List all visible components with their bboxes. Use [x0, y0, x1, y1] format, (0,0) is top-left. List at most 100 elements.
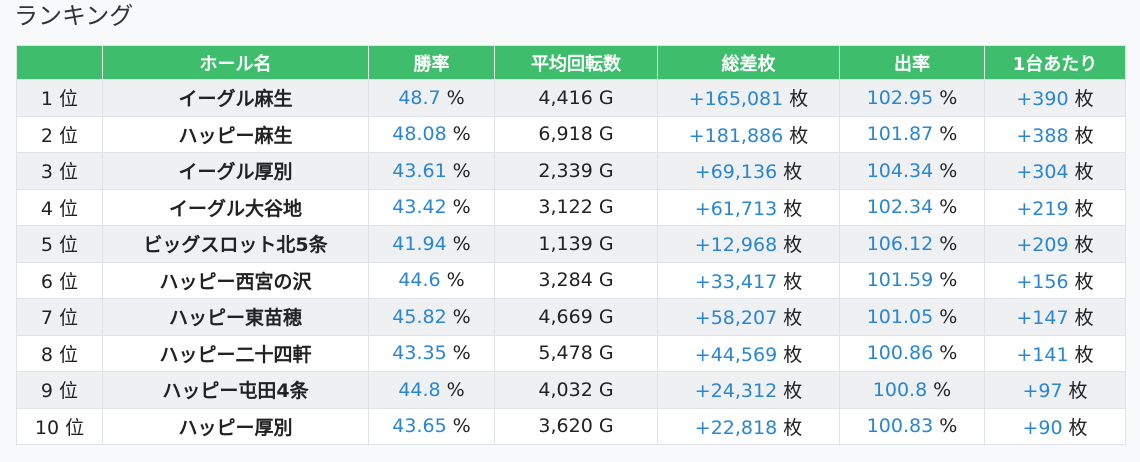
win-rate-value: 43.61: [392, 159, 447, 182]
total-diff-cell: +22,818 枚: [657, 407, 840, 445]
avg-spins-cell: 4,669 G: [494, 298, 658, 336]
rank-label: 1 位: [40, 88, 79, 111]
payout-rate-value: 100.8: [872, 378, 928, 401]
header-hall-name: ホール名: [102, 45, 369, 80]
avg-spins-unit: G: [598, 86, 614, 109]
per-machine-unit: 枚: [1074, 161, 1094, 184]
total-diff-value: +61,713: [694, 197, 778, 220]
avg-spins-cell: 3,620 G: [494, 407, 658, 445]
payout-rate-unit: %: [939, 123, 958, 146]
per-machine-cell: +219 枚: [984, 188, 1126, 226]
hall-name-cell: イーグル麻生: [102, 79, 369, 117]
total-diff-unit: 枚: [783, 234, 803, 257]
total-diff-value: +24,312: [694, 380, 778, 403]
rank-cell: 6 位: [16, 261, 103, 299]
win-rate-cell: 43.61%: [368, 152, 495, 190]
win-rate-unit: %: [446, 378, 465, 401]
avg-spins-cell: 2,339 G: [494, 152, 658, 190]
win-rate-cell: 41.94%: [368, 225, 495, 263]
win-rate-value: 43.35: [392, 342, 447, 365]
table-header-row: ホール名 勝率 平均回転数 総差枚 出率 1台あたり: [16, 45, 1126, 80]
win-rate-unit: %: [446, 86, 465, 109]
table-row: 10 位ハッピー厚別 43.65% 3,620 G +22,818 枚 100.83% +90…: [16, 407, 1126, 445]
per-machine-unit: 枚: [1074, 124, 1094, 147]
rank-label: 2 位: [40, 124, 79, 147]
hall-name-cell: ハッピー厚別: [102, 407, 369, 445]
payout-rate-cell: 104.34%: [839, 152, 985, 190]
total-diff-value: +33,417: [694, 270, 778, 293]
win-rate-value: 43.65: [392, 415, 447, 438]
payout-rate-unit: %: [939, 305, 958, 328]
table-row: 7 位ハッピー東苗穂 45.82% 4,669 G +58,207 枚 101.05% +14…: [16, 298, 1126, 336]
per-machine-unit: 枚: [1074, 307, 1094, 330]
win-rate-value: 41.94: [392, 232, 447, 255]
payout-rate-unit: %: [939, 159, 958, 182]
rank-label: 5 位: [40, 234, 79, 257]
win-rate-unit: %: [452, 196, 471, 219]
total-diff-unit: 枚: [789, 88, 809, 111]
total-diff-cell: +61,713 枚: [657, 188, 840, 226]
hall-name: イーグル大谷地: [168, 197, 302, 220]
per-machine-cell: +97 枚: [984, 371, 1126, 409]
win-rate-cell: 43.42%: [368, 188, 495, 226]
table-row: 9 位ハッピー屯田4条 44.8% 4,032 G +24,312 枚 100.8% +97 枚: [16, 371, 1126, 409]
per-machine-value: +90: [1022, 416, 1063, 439]
payout-rate-value: 106.12: [866, 232, 934, 255]
total-diff-unit: 枚: [783, 416, 803, 439]
total-diff-unit: 枚: [783, 380, 803, 403]
hall-name-cell: ハッピー二十四軒: [102, 334, 369, 372]
hall-name: イーグル麻生: [178, 88, 293, 111]
avg-spins-unit: G: [598, 342, 614, 365]
hall-name: ハッピー西宮の沢: [159, 270, 312, 293]
hall-name: ハッピー厚別: [178, 416, 293, 439]
per-machine-value: +388: [1016, 124, 1069, 147]
total-diff-value: +44,569: [694, 343, 778, 366]
avg-spins-value: 6,918: [538, 123, 593, 146]
payout-rate-value: 102.34: [866, 196, 934, 219]
payout-rate-value: 101.05: [866, 305, 934, 328]
win-rate-unit: %: [452, 123, 471, 146]
win-rate-cell: 44.8%: [368, 371, 495, 409]
total-diff-unit: 枚: [783, 161, 803, 184]
rank-label: 9 位: [40, 380, 79, 403]
avg-spins-unit: G: [598, 232, 614, 255]
avg-spins-unit: G: [598, 415, 614, 438]
win-rate-value: 44.6: [398, 269, 441, 292]
hall-name-cell: ハッピー屯田4条: [102, 371, 369, 409]
avg-spins-unit: G: [598, 378, 614, 401]
table-row: 2 位ハッピー麻生 48.08% 6,918 G +181,886 枚 101.87% +38…: [16, 115, 1126, 153]
total-diff-cell: +69,136 枚: [657, 152, 840, 190]
per-machine-unit: 枚: [1068, 380, 1088, 403]
rank-cell: 3 位: [16, 152, 103, 190]
ranking-table: ホール名 勝率 平均回転数 総差枚 出率 1台あたり 1 位 イーグル麻生 48.7…: [16, 45, 1126, 445]
payout-rate-cell: 102.34%: [839, 188, 985, 226]
rank-label: 8 位: [40, 343, 79, 366]
header-avg-spins: 平均回転数: [494, 45, 658, 80]
avg-spins-value: 1,139: [538, 232, 593, 255]
avg-spins-unit: G: [598, 123, 614, 146]
per-machine-value: +97: [1022, 380, 1063, 403]
total-diff-unit: 枚: [783, 270, 803, 293]
payout-rate-unit: %: [939, 86, 958, 109]
payout-rate-value: 102.95: [866, 86, 934, 109]
per-machine-unit: 枚: [1074, 88, 1094, 111]
win-rate-cell: 48.08%: [368, 115, 495, 153]
per-machine-unit: 枚: [1074, 234, 1094, 257]
hall-name-cell: ビッグスロット北5条: [102, 225, 369, 263]
per-machine-cell: +156 枚: [984, 261, 1126, 299]
win-rate-unit: %: [452, 342, 471, 365]
per-machine-unit: 枚: [1074, 343, 1094, 366]
payout-rate-cell: 101.59%: [839, 261, 985, 299]
per-machine-cell: +390 枚: [984, 79, 1126, 117]
avg-spins-value: 4,416: [538, 86, 593, 109]
rank-label: 10 位: [34, 416, 85, 439]
per-machine-cell: +388 枚: [984, 115, 1126, 153]
total-diff-cell: +12,968 枚: [657, 225, 840, 263]
hall-name-cell: イーグル厚別: [102, 152, 369, 190]
win-rate-value: 43.42: [392, 196, 447, 219]
win-rate-value: 44.8: [398, 378, 441, 401]
per-machine-value: +219: [1016, 197, 1069, 220]
avg-spins-value: 4,669: [538, 305, 593, 328]
total-diff-value: +58,207: [694, 307, 778, 330]
avg-spins-value: 5,478: [538, 342, 593, 365]
